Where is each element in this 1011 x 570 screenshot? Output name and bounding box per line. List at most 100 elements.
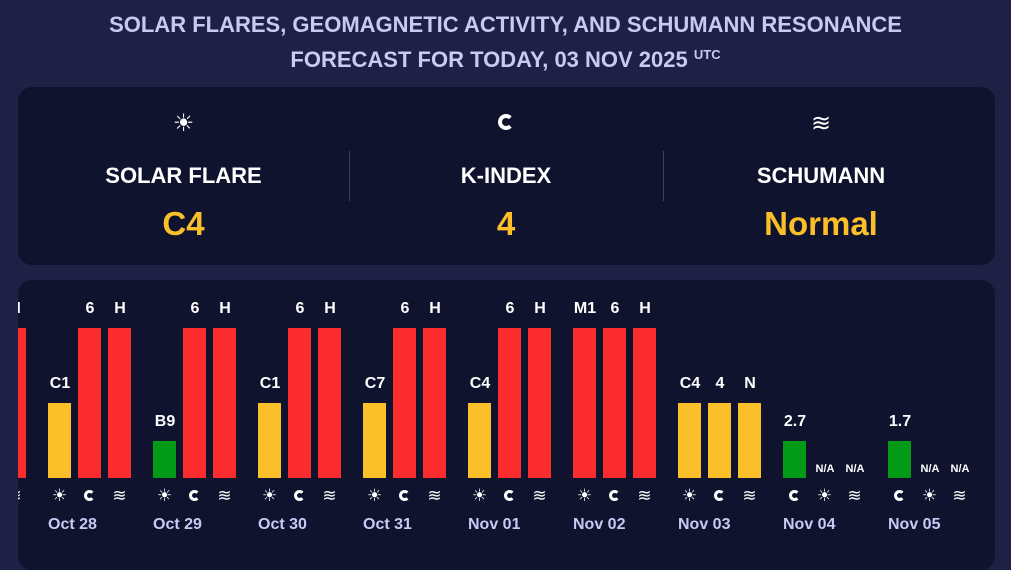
k-bar [288,328,311,478]
k-bar [603,328,626,478]
schumann-bar [18,328,26,478]
schumann-value-label: H [429,300,441,317]
flare-bar [258,403,281,478]
waves-icon: ≋ [532,486,547,505]
flare-bar [153,441,176,478]
sun-icon: ☀ [576,486,593,505]
summary-label: SCHUMANN [756,163,886,188]
today-summary-card: ☀ SOLAR FLARE C4 K-INDEX 4 ≋ SCHUMANN No… [18,87,995,265]
schumann-value-label: N [744,375,756,392]
flare-bar [363,403,386,478]
sun-icon: ☀ [51,486,68,505]
page-title: SOLAR FLARES, GEOMAGNETIC ACTIVITY, AND … [0,10,1011,75]
magnet-icon [603,486,626,506]
k-bar [498,328,521,478]
k-value-label: 2.7 [783,413,807,430]
magnet-icon [498,486,521,506]
magnet-icon [393,486,416,506]
schumann-bar [528,328,551,478]
schumann-bar [108,328,131,478]
summary-value: C4 [162,205,205,242]
waves-icon: ≋ [847,486,862,505]
schumann-value-label: H [114,300,126,317]
flare-value-label: C1 [49,375,71,392]
date-label: Nov 04 [783,516,836,533]
sun-icon: ☀ [921,486,938,505]
summary-label: K-INDEX [460,163,552,188]
waves-icon: ≋ [952,486,967,505]
schumann-value-label: H [324,300,336,317]
k-value-label: 6 [610,300,620,317]
utc-label: UTC [693,47,721,62]
magnet-icon [708,486,731,506]
summary-label: SOLAR FLARE [105,163,262,188]
date-label: Oct 28 [48,516,97,533]
k-value-label: 6 [400,300,410,317]
schumann-summary: ≋ SCHUMANN Normal [663,87,979,265]
flare-value-label: C4 [679,375,701,392]
sun-icon: ☀ [471,486,488,505]
schumann-bar [633,328,656,478]
schumann-value-label: N/A [845,463,865,475]
divider [663,151,664,201]
date-label: Nov 01 [468,516,521,533]
flare-value-label: C1 [259,375,281,392]
magnet-icon [288,486,311,506]
sun-icon: ☀ [261,486,278,505]
sun-icon: ☀ [816,486,833,505]
waves-icon: ≋ [112,486,127,505]
schumann-bar [318,328,341,478]
flare-value-label: N/A [815,463,835,475]
schumann-value-label: H [534,300,546,317]
k-bar [78,328,101,478]
k-bar [708,403,731,478]
flare-bar [468,403,491,478]
date-label: Oct 29 [153,516,202,533]
k-value-label: 6 [295,300,305,317]
schumann-value-label: H [639,300,651,317]
summary-value: 4 [496,205,516,242]
flare-value-label: C4 [469,375,491,392]
schumann-bar [213,328,236,478]
schumann-value-label: N/A [950,463,970,475]
waves-icon: ≋ [427,486,442,505]
waves-icon: ≋ [742,486,757,505]
magnet-icon [349,109,663,137]
k-bar [888,441,911,478]
k-bar [183,328,206,478]
sun-icon: ☀ [366,486,383,505]
waves-icon: ≋ [322,486,337,505]
date-label: Nov 05 [888,516,941,533]
k-value-label: 4 [715,375,725,392]
flare-value-label: C7 [364,375,386,392]
solar-flare-summary: ☀ SOLAR FLARE C4 [18,87,349,265]
k-value-label: 1.7 [888,413,912,430]
schumann-bar [423,328,446,478]
magnet-icon [183,486,206,506]
title-line-1: SOLAR FLARES, GEOMAGNETIC ACTIVITY, AND … [109,12,902,37]
summary-value: Normal [764,205,878,242]
date-label: Oct 31 [363,516,412,533]
k-bar [393,328,416,478]
k-value-label: 6 [505,300,515,317]
magnet-icon [783,486,806,506]
sun-icon: ☀ [681,486,698,505]
magnet-icon [78,486,101,506]
schumann-value-label: H [18,300,35,318]
flare-bar [48,403,71,478]
flare-value-label: B9 [154,413,176,430]
magnet-icon [888,486,911,506]
flare-value-label: M1 [573,300,597,317]
date-label: Nov 03 [678,516,731,533]
forecast-chart[interactable]: ☀ H ≋ C1 ☀ 6 H ≋ Oct 28 B9 ☀ 6 H ≋ Oct 29 C1 ☀ 6 H ≋ Oct 30 C… [18,280,995,570]
date-label: Oct 30 [258,516,307,533]
waves-icon: ≋ [18,486,26,506]
schumann-value-label: H [219,300,231,317]
k-value-label: 6 [190,300,200,317]
waves-icon: ≋ [810,110,832,137]
flare-bar [573,328,596,478]
divider [349,151,350,201]
flare-bar [678,403,701,478]
k-index-summary: K-INDEX 4 [349,87,663,265]
k-bar [783,441,806,478]
